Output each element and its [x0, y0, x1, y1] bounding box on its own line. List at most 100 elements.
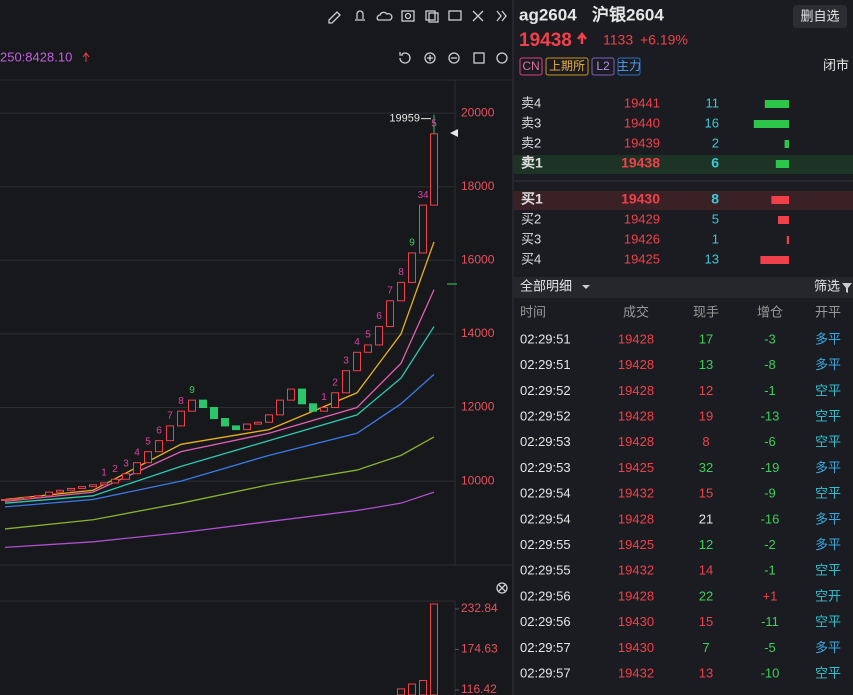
candle [375, 326, 383, 346]
annotation: 7 [167, 411, 173, 422]
tag-label: L2 [596, 59, 610, 73]
annotation: 34 [417, 190, 429, 201]
book-price: 19440 [624, 115, 660, 130]
trade-oi: -3 [764, 331, 776, 346]
trade-oi: -1 [764, 563, 776, 578]
candle [23, 496, 31, 500]
trade-qty: 17 [699, 331, 713, 346]
ma-line [4, 436, 435, 530]
trade-time: 02:29:55 [520, 537, 571, 552]
filter-icon[interactable] [842, 283, 852, 293]
trade-qty: 19 [699, 409, 713, 424]
trade-price: 19428 [618, 383, 654, 398]
annotation: 5 [431, 118, 437, 129]
tag-label: 主力 [617, 59, 641, 73]
trade-price: 19430 [618, 640, 654, 655]
volume-tick-label: 232.84 [461, 601, 498, 615]
up-arrow [577, 31, 587, 44]
book-volume: 13 [705, 251, 719, 266]
annotation: 5 [365, 330, 371, 341]
candle [276, 399, 284, 416]
trade-qty: 13 [699, 357, 713, 372]
book-volume: 16 [705, 115, 719, 130]
trade-time: 02:29:54 [520, 486, 571, 501]
candle [199, 399, 207, 409]
trade-price: 19425 [618, 537, 654, 552]
trade-time: 02:29:56 [520, 614, 571, 629]
candle [364, 344, 372, 353]
candle [408, 252, 416, 283]
trade-time: 02:29:52 [520, 383, 571, 398]
trade-type: 空平 [815, 434, 841, 449]
filter-label: 筛选 [814, 278, 840, 293]
trade-type: 空平 [815, 486, 841, 501]
trade-type: 空平 [815, 383, 841, 398]
trade-qty: 22 [699, 588, 713, 603]
tag [545, 57, 589, 76]
annotation: 4 [354, 337, 360, 348]
candle [397, 281, 405, 302]
y-tick-label: 20000 [461, 105, 495, 119]
candle [89, 484, 97, 488]
trade-oi: -5 [764, 640, 776, 655]
trade-oi: -9 [764, 486, 776, 501]
book-bar [753, 120, 789, 128]
trade-oi: +1 [763, 588, 778, 603]
button[interactable] [793, 5, 847, 28]
dropdown[interactable] [582, 285, 590, 289]
annotation: 6 [156, 425, 162, 436]
book-volume: 8 [711, 191, 719, 207]
book-label: 买2 [521, 211, 541, 226]
toolbar-icons[interactable] [328, 10, 508, 594]
book-price: 19439 [624, 135, 660, 150]
tag [519, 57, 543, 76]
trade-oi: -2 [764, 537, 776, 552]
trade-price: 19428 [618, 511, 654, 526]
candle [386, 300, 394, 328]
y-tick-label: 10000 [461, 473, 495, 487]
button-label: 删自选 [800, 8, 839, 23]
book-bar [778, 216, 789, 224]
candle [298, 388, 306, 405]
candle [45, 491, 53, 497]
candle [430, 133, 438, 206]
book-price: 19430 [621, 191, 660, 207]
ma-line [4, 491, 435, 548]
book-bar [771, 196, 789, 204]
candle [353, 351, 361, 372]
trade-time: 02:29:51 [520, 331, 571, 346]
book-bar [764, 100, 789, 108]
book-volume: 5 [712, 211, 719, 226]
volume-tick-label: 116.42 [461, 682, 497, 695]
annotation: 8 [178, 396, 184, 407]
book-volume: 1 [712, 231, 719, 246]
trade-oi: -11 [761, 614, 779, 629]
trade-price: 19428 [618, 588, 654, 603]
candle [166, 425, 174, 442]
trade-price: 19432 [618, 563, 654, 578]
column-header: 时间 [520, 304, 546, 319]
book-label: 买1 [521, 191, 543, 207]
price-pointer [450, 129, 458, 137]
right-panel [513, 0, 853, 695]
book-price: 19429 [624, 211, 660, 226]
candle [144, 451, 152, 464]
candle [122, 473, 130, 480]
volume-bar [419, 680, 427, 695]
column-header: 增仓 [757, 304, 783, 319]
ma-line [4, 241, 435, 501]
trade-price: 19428 [618, 357, 654, 372]
trade-time: 02:29:52 [520, 409, 571, 424]
change-pct: +6.19% [640, 32, 688, 48]
trade-time: 02:29:53 [520, 434, 571, 449]
trade-oi: -19 [761, 460, 780, 475]
trade-qty: 7 [702, 640, 709, 655]
y-tick-label: 18000 [461, 179, 495, 193]
indicator-label: 250:8428.10 [0, 49, 72, 64]
candle [309, 403, 317, 412]
trade-type: 空开 [815, 588, 841, 603]
volume-bar [430, 603, 438, 695]
candle [232, 425, 240, 431]
candle [419, 204, 427, 254]
candle [155, 440, 163, 453]
